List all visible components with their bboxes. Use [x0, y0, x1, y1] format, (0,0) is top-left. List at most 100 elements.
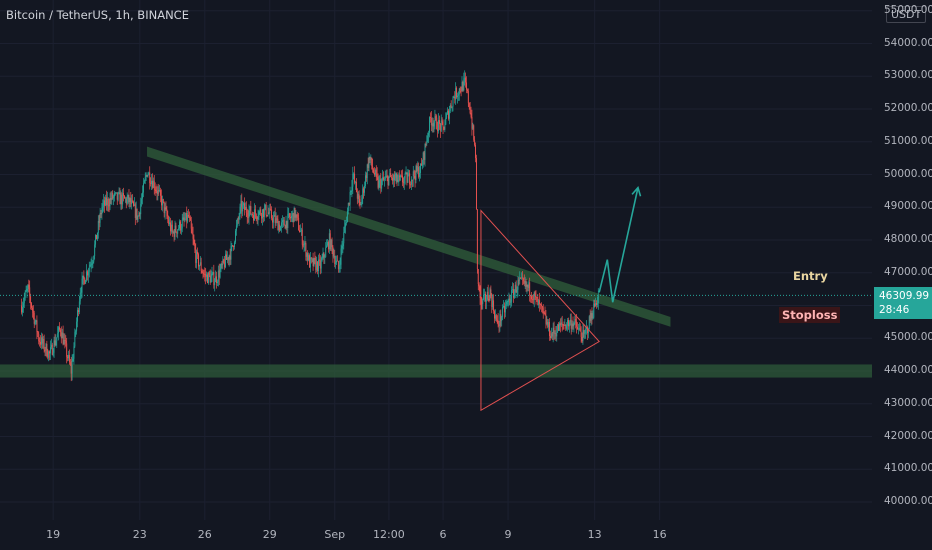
candle-body — [119, 192, 121, 205]
candle-body — [430, 118, 432, 126]
candle — [25, 285, 27, 293]
candle-body — [283, 219, 285, 226]
candle-body — [575, 319, 577, 322]
candle — [340, 244, 342, 270]
candle — [458, 87, 460, 101]
candle-body — [452, 97, 454, 107]
candle-body — [185, 212, 187, 220]
candle — [249, 205, 251, 217]
candle — [529, 277, 531, 302]
candle-body — [147, 174, 149, 177]
symmetrical-triangle — [480, 209, 600, 412]
candle — [556, 325, 558, 342]
candle — [554, 330, 556, 340]
candle — [185, 212, 187, 221]
candle-body — [151, 180, 153, 188]
candle-body — [478, 283, 480, 287]
candle-body — [431, 123, 433, 126]
candle — [235, 219, 237, 236]
candle-body — [71, 360, 73, 374]
candle-body — [354, 173, 356, 183]
candle-body — [100, 212, 102, 215]
candle — [246, 208, 248, 224]
candle — [285, 215, 287, 231]
candle-body — [108, 205, 110, 207]
candle-body — [537, 297, 539, 306]
time-tick-label: 16 — [652, 528, 667, 541]
candle — [268, 207, 270, 215]
candle-body — [351, 186, 353, 191]
candle-body — [337, 261, 339, 270]
candle — [460, 86, 462, 97]
candle-body — [539, 300, 541, 305]
candle — [390, 168, 392, 178]
candle-body — [457, 95, 458, 98]
candle-body — [197, 251, 199, 255]
candle — [430, 111, 432, 132]
candle — [31, 302, 32, 311]
candle-body — [312, 258, 314, 266]
candle-body — [44, 349, 46, 351]
candle-body — [224, 262, 226, 268]
candle — [309, 251, 311, 273]
candle-body — [239, 206, 241, 218]
candle — [494, 309, 496, 322]
candle — [313, 257, 315, 267]
candle-body — [395, 173, 397, 178]
candle — [40, 335, 41, 349]
candle — [96, 232, 98, 242]
candle-body — [263, 209, 264, 217]
candle — [212, 271, 214, 276]
candle-body — [159, 190, 161, 191]
candle — [338, 260, 340, 273]
candle — [424, 143, 426, 167]
candle-body — [422, 152, 424, 166]
candle — [108, 198, 110, 213]
chart-annotations — [0, 185, 872, 412]
price-tick-label: 50000.00 — [884, 167, 932, 180]
candle — [420, 163, 421, 179]
candle-body — [548, 322, 550, 328]
candle — [265, 201, 267, 218]
candle — [77, 307, 78, 328]
candle — [41, 333, 43, 349]
candle-body — [46, 343, 48, 357]
candle — [311, 257, 313, 263]
candle — [477, 268, 479, 291]
candle — [234, 240, 236, 250]
candle-body — [498, 324, 500, 326]
candle — [284, 224, 286, 229]
candle — [228, 254, 230, 267]
candle-body — [131, 200, 133, 204]
candle — [67, 354, 69, 362]
candle-body — [59, 329, 61, 333]
candle — [428, 130, 430, 143]
candle — [295, 209, 297, 221]
candle — [146, 174, 148, 178]
candle-body — [429, 117, 430, 133]
candle — [314, 251, 316, 265]
candle — [122, 189, 124, 209]
candle — [142, 185, 143, 205]
candle — [221, 260, 223, 269]
currency-unit-button[interactable]: USDT — [886, 6, 927, 23]
candle-body — [256, 218, 258, 220]
candle — [535, 290, 537, 305]
candle — [294, 207, 296, 222]
candle — [384, 170, 386, 181]
candle-body — [496, 319, 498, 321]
candle-body — [95, 234, 97, 245]
candle — [39, 337, 41, 347]
candle-body — [50, 344, 52, 348]
candle-body — [329, 233, 331, 250]
candle — [49, 350, 51, 361]
candle-body — [501, 317, 503, 322]
candle — [383, 176, 385, 187]
candle-body — [536, 297, 538, 298]
candle — [129, 197, 131, 209]
candle-body — [387, 176, 389, 185]
candle — [227, 256, 229, 266]
candle — [356, 188, 358, 205]
candle — [357, 191, 359, 203]
candle-body — [62, 332, 64, 345]
